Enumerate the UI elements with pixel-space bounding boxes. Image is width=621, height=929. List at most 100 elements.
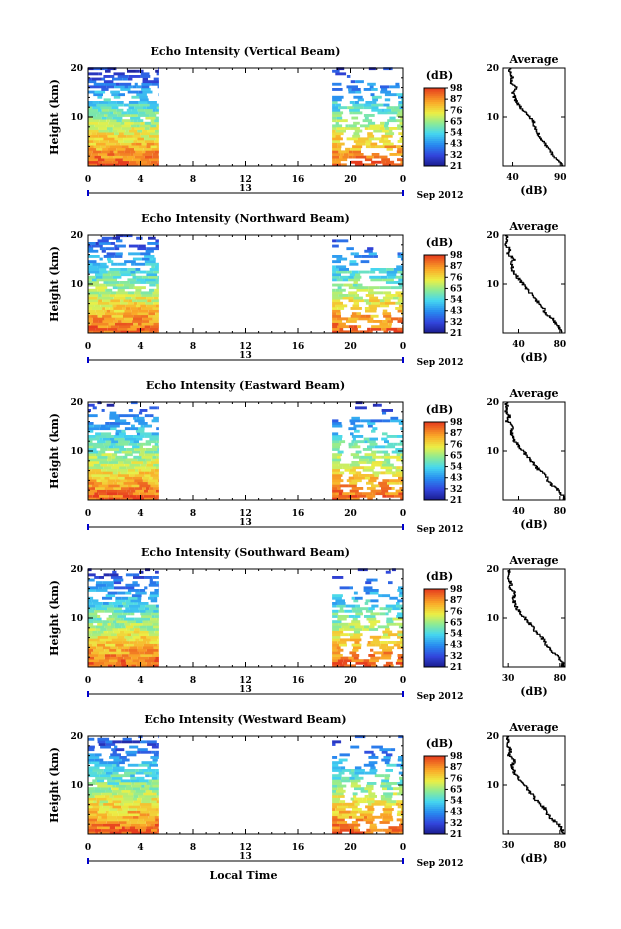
heatmap-cell <box>139 651 145 655</box>
y-tick-label: 20 <box>70 64 83 74</box>
colorbar-tick-label: 65 <box>450 117 463 127</box>
heatmap-cell <box>383 633 388 637</box>
profile-line <box>507 569 565 667</box>
heatmap-cell <box>113 758 122 762</box>
heatmap-cell <box>101 116 107 120</box>
heatmap-cell <box>337 615 349 618</box>
heatmap-cell <box>332 492 336 496</box>
heatmap-cell <box>371 108 382 112</box>
colorbar-frame <box>423 87 446 167</box>
heatmap-cell <box>117 288 125 292</box>
heatmap-cell <box>88 826 98 830</box>
heatmap-cell <box>332 743 336 746</box>
heatmap-cell <box>399 823 403 827</box>
heatmap-cell <box>121 831 129 835</box>
heatmap-cell <box>97 314 103 318</box>
heatmap-cell <box>352 800 358 804</box>
heatmap-cell <box>134 466 146 470</box>
heatmap-cell <box>352 617 358 621</box>
heatmap-cell <box>111 453 118 457</box>
heatmap-cell <box>156 72 159 76</box>
heatmap-cell <box>337 325 349 329</box>
colorbar-segment <box>424 494 445 497</box>
heatmap-cell <box>348 442 354 446</box>
heatmap-cell <box>147 129 155 133</box>
heatmap-cell <box>332 299 341 303</box>
colorbar-segment <box>424 150 445 153</box>
heatmap-cell <box>336 270 348 274</box>
heatmap-cell <box>370 656 381 660</box>
heatmap-cell <box>371 664 377 668</box>
heatmap-cell <box>332 813 339 817</box>
heatmap-cell <box>101 453 112 457</box>
heatmap-cell <box>100 479 108 483</box>
heatmap-cell <box>339 643 347 647</box>
heatmap-cell <box>114 625 122 629</box>
colorbar-segment <box>424 449 445 452</box>
heatmap-cell <box>338 322 346 326</box>
heatmap-cell <box>332 270 337 274</box>
heatmap-cell <box>109 795 114 798</box>
heatmap-cell <box>107 630 114 634</box>
heatmap-cell <box>332 304 336 308</box>
heatmap-cell <box>153 497 158 501</box>
heatmap-cell <box>151 432 159 436</box>
heatmap-cell <box>88 320 93 323</box>
heatmap-cell <box>88 106 93 110</box>
heatmap-cell <box>130 427 138 431</box>
heatmap-cell <box>140 589 146 592</box>
heatmap-cell <box>97 622 103 626</box>
heatmap-cell <box>381 455 385 459</box>
heatmap-cell <box>369 826 378 830</box>
colorbar-segment <box>424 665 445 668</box>
colorbar-tick-label: 87 <box>450 596 463 606</box>
heatmap-cell <box>96 792 102 796</box>
heatmap-cell <box>143 771 152 775</box>
heatmap-cell <box>398 422 403 425</box>
heatmap-cell <box>132 320 143 323</box>
heatmap-cell <box>144 453 156 457</box>
heatmap-cell <box>391 450 398 454</box>
colorbar-segment <box>424 624 445 627</box>
heatmap-cell <box>375 145 385 149</box>
heatmap-cell <box>93 82 105 86</box>
heatmap-cell <box>150 119 155 123</box>
heatmap-cell <box>88 291 100 295</box>
heatmap-cell <box>363 106 372 110</box>
heatmap-cell <box>104 82 116 86</box>
heatmap-cell <box>136 275 143 279</box>
profile-x-label: (dB) <box>520 518 547 531</box>
heatmap-cell <box>123 299 129 303</box>
y-tick-label: 10 <box>70 113 83 123</box>
heatmap-cell <box>354 440 365 444</box>
heatmap-cell <box>126 821 131 824</box>
x-tick-label: 20 <box>344 843 357 853</box>
heatmap-cell <box>381 108 385 112</box>
colorbar-segment <box>424 757 445 761</box>
colorbar-segment <box>424 808 445 811</box>
heatmap-cell <box>355 492 363 496</box>
heatmap-cell <box>332 137 343 141</box>
heatmap-cell <box>397 255 403 258</box>
heatmap-cell <box>88 769 93 772</box>
heatmap-cell <box>365 831 374 835</box>
heatmap-cell <box>97 818 107 822</box>
x-tick-label: 16 <box>292 175 305 185</box>
heatmap <box>88 735 403 835</box>
heatmap-cell <box>146 826 154 830</box>
heatmap-cell <box>139 325 145 329</box>
heatmap-cell <box>137 481 148 485</box>
heatmap-cell <box>337 821 348 824</box>
heatmap-cell <box>365 309 377 313</box>
heatmap-cell <box>145 301 154 305</box>
heatmap-cell <box>92 320 99 323</box>
heatmap-cell <box>358 461 367 464</box>
month-label: Sep 2012 <box>417 525 464 535</box>
heatmap-cell <box>151 435 159 438</box>
heatmap-cell <box>364 466 375 470</box>
heatmap-cell <box>106 252 116 256</box>
heatmap-cell <box>400 643 403 647</box>
heatmap-cell <box>151 828 158 832</box>
heatmap-cell <box>149 406 158 410</box>
heatmap-cell <box>150 599 158 603</box>
